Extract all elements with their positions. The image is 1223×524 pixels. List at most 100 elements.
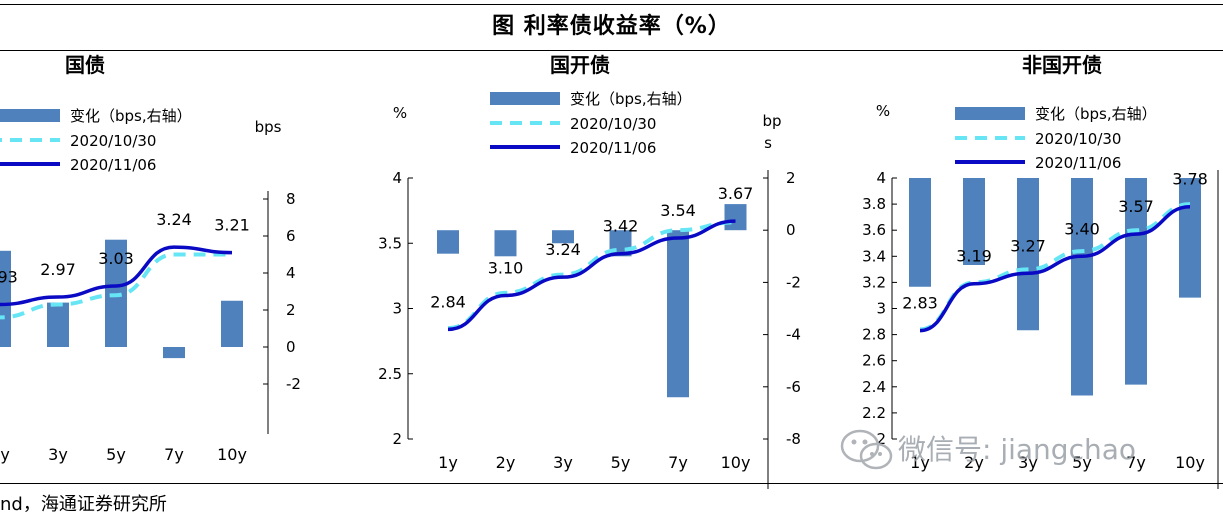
top-rule bbox=[0, 4, 1223, 5]
bar bbox=[0, 250, 11, 347]
bar bbox=[1017, 178, 1039, 331]
data-label: 3.78 bbox=[1172, 170, 1208, 189]
data-label: 3.19 bbox=[956, 247, 992, 266]
series-prev-line bbox=[0, 252, 232, 320]
bar bbox=[1179, 178, 1201, 298]
data-label: 3.57 bbox=[1118, 197, 1154, 216]
bar bbox=[494, 230, 517, 257]
bar bbox=[724, 204, 747, 231]
left-axis-tick-label: 3.2 bbox=[862, 273, 886, 291]
right-axis-tick-label: -2 bbox=[286, 375, 301, 393]
left-axis-tick-label: 2.6 bbox=[862, 352, 886, 370]
data-label: 3.54 bbox=[660, 201, 696, 220]
left-axis-tick-label: 3.8 bbox=[862, 195, 886, 213]
data-label: 2.97 bbox=[40, 260, 76, 279]
bar bbox=[47, 302, 69, 347]
left-axis-tick-label: 2.8 bbox=[862, 326, 886, 344]
x-tick-label: 7y bbox=[164, 445, 184, 464]
bar bbox=[163, 347, 185, 359]
left-axis-tick-label: 2 bbox=[392, 430, 402, 448]
data-label: 2.83 bbox=[902, 294, 938, 313]
bar bbox=[1071, 178, 1093, 396]
legend-prev-label: 2020/10/30 bbox=[570, 115, 656, 133]
right-axis-unit-2: s bbox=[764, 134, 772, 152]
watermark-text: 微信号: jiangchao bbox=[898, 433, 1137, 466]
chart-title: 国开债 bbox=[550, 53, 610, 77]
chart-title: 非国开债 bbox=[1022, 53, 1102, 77]
right-axis-tick-label: 8 bbox=[286, 190, 296, 208]
legend-bar-label: 变化（bps,右轴） bbox=[70, 107, 192, 125]
left-axis-tick-label: 4 bbox=[876, 169, 886, 187]
right-axis-tick-label: 6 bbox=[286, 227, 296, 245]
left-axis-unit: % bbox=[876, 102, 890, 120]
x-tick-label: 2y bbox=[964, 453, 984, 472]
data-label: 3.24 bbox=[156, 210, 192, 229]
x-tick-label: 7y bbox=[668, 453, 688, 472]
x-tick-label: 5y bbox=[106, 445, 126, 464]
right-axis-tick-label: 2 bbox=[286, 301, 296, 319]
x-tick-label: 5y bbox=[611, 453, 631, 472]
legend-bar-swatch bbox=[0, 109, 60, 122]
legend-prev-label: 2020/10/30 bbox=[70, 132, 156, 150]
x-tick-label: 1y bbox=[438, 453, 458, 472]
x-tick-label: 10y bbox=[721, 453, 751, 472]
right-axis-unit: bp bbox=[762, 112, 781, 130]
right-axis-tick-label: 0 bbox=[286, 338, 296, 356]
chart-title: 国债 bbox=[65, 53, 105, 77]
right-axis-tick-label: 2 bbox=[786, 169, 796, 187]
series-prev-line bbox=[447, 220, 736, 331]
left-axis-tick-label: 3.6 bbox=[862, 221, 886, 239]
left-axis-unit: % bbox=[393, 104, 407, 122]
legend-curr-label: 2020/11/06 bbox=[570, 139, 656, 157]
x-tick-label: 1y bbox=[910, 453, 930, 472]
series-curr-line bbox=[919, 204, 1191, 333]
legend-curr-label: 2020/11/06 bbox=[1035, 154, 1121, 172]
data-label: 3.03 bbox=[98, 249, 134, 268]
x-tick-label: 3y bbox=[1018, 453, 1038, 472]
x-tick-label: 2y bbox=[496, 453, 516, 472]
series-curr-line bbox=[0, 245, 233, 307]
right-axis-tick-label: 0 bbox=[786, 221, 796, 239]
legend-bar-label: 变化（bps,右轴） bbox=[570, 90, 692, 108]
x-tick-label: 10y bbox=[217, 445, 247, 464]
right-axis-tick-label: -6 bbox=[786, 378, 801, 396]
title-rule bbox=[0, 50, 1223, 51]
source-note: nd，海通证券研究所 bbox=[0, 494, 167, 515]
figure-title: 图 利率债收益率（%） bbox=[492, 14, 731, 39]
legend-bar-label: 变化（bps,右轴） bbox=[1035, 105, 1157, 123]
x-tick-label: 3y bbox=[48, 445, 68, 464]
left-axis-tick-label: 3 bbox=[876, 300, 886, 318]
left-axis-tick-label: 2.5 bbox=[378, 365, 402, 383]
data-label: 3.42 bbox=[603, 217, 639, 236]
wechat-icon bbox=[840, 429, 893, 470]
left-axis-tick-label: 3.4 bbox=[862, 247, 886, 265]
legend-curr-label: 2020/11/06 bbox=[70, 156, 156, 174]
bar bbox=[552, 230, 574, 244]
left-axis-tick-label: 2.2 bbox=[862, 404, 886, 422]
right-axis-tick-label: -8 bbox=[786, 430, 801, 448]
x-tick-label: 2y bbox=[0, 445, 10, 464]
wechat-watermark: 微信号: jiangchao bbox=[838, 420, 1223, 480]
data-label: 3.27 bbox=[1010, 236, 1046, 255]
right-axis-tick-label: -4 bbox=[786, 326, 801, 344]
data-label: 2.93 bbox=[0, 267, 18, 286]
x-tick-label: 3y bbox=[553, 453, 573, 472]
left-axis-tick-label: 3.5 bbox=[378, 234, 402, 252]
series-curr-line bbox=[447, 219, 736, 332]
left-axis-tick-label: 3 bbox=[392, 300, 402, 318]
data-label: 3.21 bbox=[214, 216, 250, 235]
legend-prev-label: 2020/10/30 bbox=[1035, 130, 1121, 148]
bar bbox=[963, 178, 985, 265]
bar bbox=[667, 230, 689, 398]
left-axis-tick-label: 2.4 bbox=[862, 378, 886, 396]
data-label: 3.67 bbox=[718, 184, 754, 203]
bottom-rule bbox=[0, 483, 1223, 484]
data-label: 3.40 bbox=[1064, 219, 1100, 238]
right-axis-unit: bps bbox=[255, 118, 282, 136]
left-axis-tick-label: 2 bbox=[876, 430, 886, 448]
x-tick-label: 10y bbox=[1175, 453, 1205, 472]
